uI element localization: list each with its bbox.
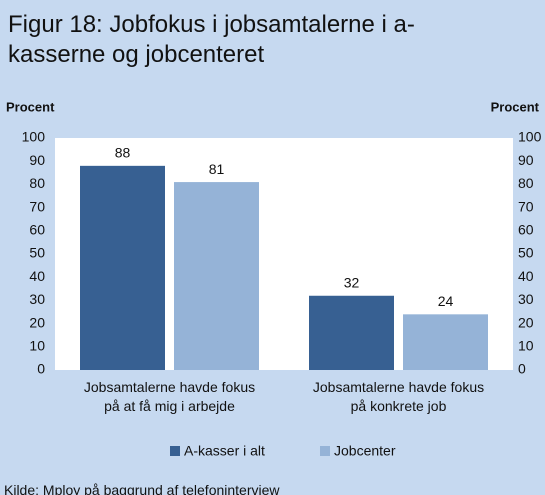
y-tick-label: 80 — [29, 175, 45, 191]
y2-tick-label: 10 — [518, 338, 534, 354]
y2-tick-label: 90 — [518, 152, 534, 168]
y-tick-label: 20 — [29, 314, 45, 330]
y2-tick-label: 80 — [518, 175, 534, 191]
y-tick-label: 10 — [29, 338, 45, 354]
y-tick-label: 90 — [29, 152, 45, 168]
y2-tick-label: 100 — [518, 129, 542, 145]
y-tick-label: 50 — [29, 245, 45, 261]
y2-tick-label: 70 — [518, 198, 534, 214]
value-label: 24 — [438, 293, 454, 309]
y2-tick-label: 40 — [518, 268, 534, 284]
y-tick-label: 0 — [37, 361, 45, 377]
y-tick-label: 40 — [29, 268, 45, 284]
value-label: 88 — [115, 145, 131, 161]
legend-swatch — [170, 446, 180, 456]
y-tick-label: 60 — [29, 222, 45, 238]
y2-tick-label: 60 — [518, 222, 534, 238]
source: Kilde: Mploy på baggrund af telefoninter… — [4, 482, 280, 495]
x-tick-label: Jobsamtalerne havde fokus på konkrete jo… — [312, 379, 485, 414]
legend-label: A-kasser i alt — [184, 443, 265, 459]
y-axis-label: Procent — [6, 99, 55, 114]
legend-label: Jobcenter — [334, 443, 396, 459]
y2-axis-label: Procent — [491, 99, 540, 114]
x-tick-label: Jobsamtalerne havde fokus på at få mig i… — [83, 379, 256, 414]
legend-swatch — [320, 446, 330, 456]
bar — [309, 295, 394, 370]
bar — [403, 314, 488, 370]
y2-tick-label: 50 — [518, 245, 534, 261]
bar — [80, 165, 165, 370]
bar — [174, 182, 259, 370]
value-label: 32 — [344, 274, 360, 290]
value-label: 81 — [209, 161, 225, 177]
y-tick-label: 100 — [22, 129, 46, 145]
y2-tick-label: 20 — [518, 314, 534, 330]
y2-tick-label: 0 — [518, 361, 526, 377]
y-tick-label: 30 — [29, 291, 45, 307]
y-tick-label: 70 — [29, 198, 45, 214]
y2-tick-label: 30 — [518, 291, 534, 307]
chart-title: Figur 18: Jobfokus i jobsamtalerne i a-k… — [8, 11, 415, 68]
